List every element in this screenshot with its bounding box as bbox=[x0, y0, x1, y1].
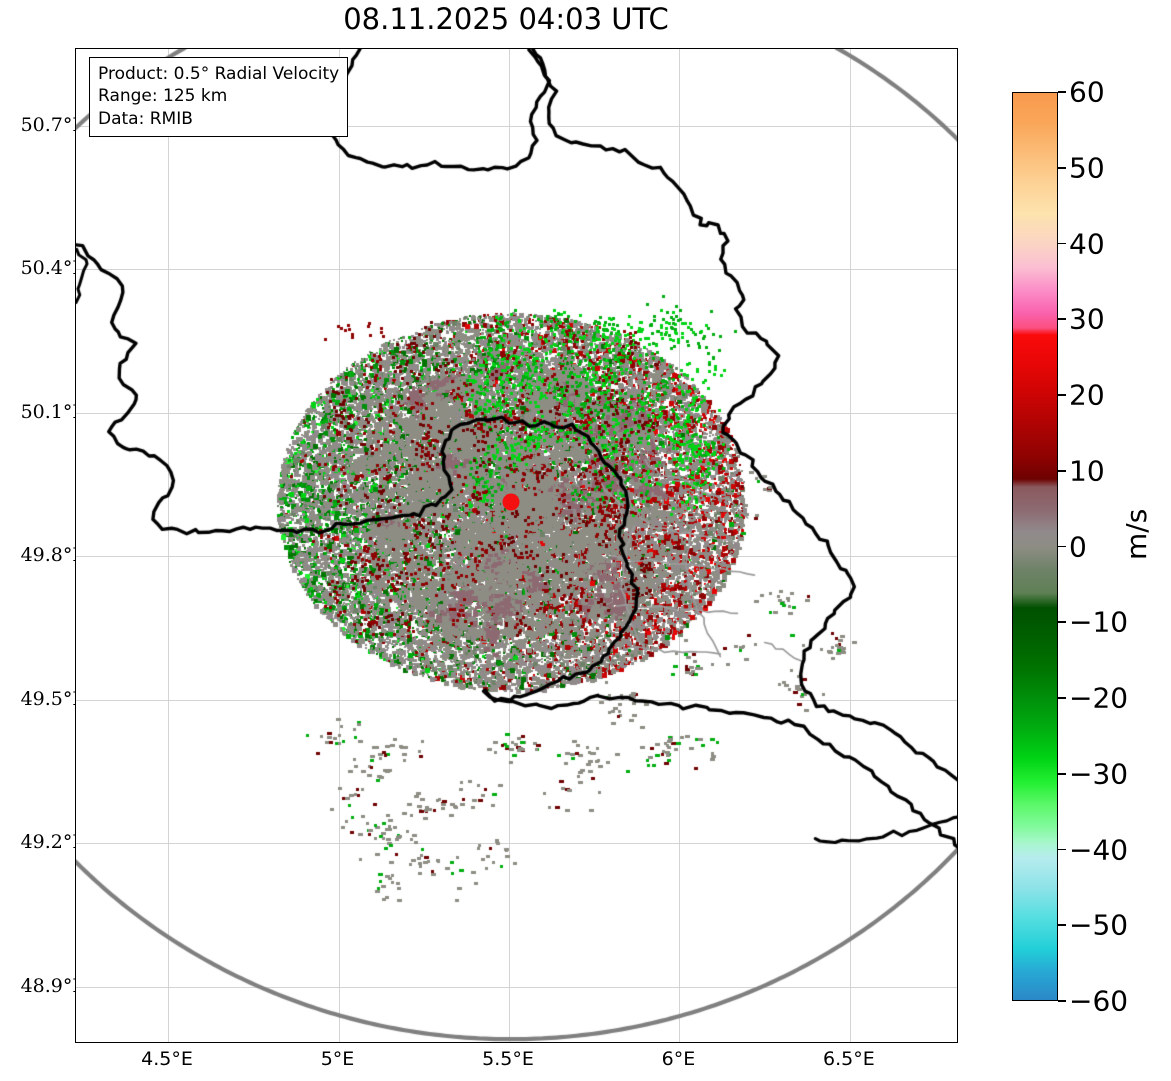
colorbar-segment bbox=[1013, 123, 1057, 154]
colorbar-tick bbox=[1058, 545, 1066, 548]
colorbar-tick-label: −40 bbox=[1069, 833, 1129, 866]
colorbar-tick bbox=[1058, 772, 1066, 775]
colorbar-segment bbox=[1013, 638, 1057, 669]
colorbar-segment bbox=[1013, 532, 1057, 548]
colorbar-segment bbox=[1013, 93, 1057, 124]
latitude-tick-label: 49.8°N bbox=[20, 544, 89, 567]
colorbar-tick-label: −50 bbox=[1069, 908, 1129, 942]
colorbar-segment bbox=[1013, 607, 1057, 639]
colorbar-segment bbox=[1013, 570, 1057, 593]
colorbar-segment bbox=[1013, 842, 1057, 858]
longitude-tick-label: 5.5°E bbox=[482, 1048, 534, 1070]
colorbar-tick bbox=[1058, 91, 1066, 93]
info-product: Product: 0.5° Radial Velocity bbox=[98, 64, 340, 84]
colorbar-tick-label: −60 bbox=[1069, 984, 1129, 1018]
colorbar-segment bbox=[1013, 365, 1057, 396]
colorbar-tick-label: −30 bbox=[1069, 757, 1129, 791]
colorbar-tick bbox=[1058, 469, 1066, 472]
colorbar-segment bbox=[1013, 426, 1057, 457]
longitude-tick-label: 6°E bbox=[661, 1048, 696, 1070]
latitude-tick-label: 49.2°N bbox=[20, 831, 89, 854]
colorbar-segment bbox=[1013, 214, 1057, 245]
colorbar-segment bbox=[1013, 183, 1057, 215]
colorbar-segment bbox=[1013, 857, 1057, 889]
colorbar-segment bbox=[1013, 971, 1057, 1000]
colorbar-tick bbox=[1058, 621, 1066, 624]
colorbar-tick-label: 0 bbox=[1069, 530, 1087, 563]
colorbar-tick-label: −10 bbox=[1069, 605, 1129, 639]
colorbar-segment bbox=[1013, 592, 1057, 608]
colorbar-segment bbox=[1013, 289, 1057, 313]
colorbar-segment bbox=[1013, 729, 1057, 760]
colorbar-segment bbox=[1013, 395, 1057, 427]
colorbar bbox=[1012, 92, 1058, 1001]
colorbar-segment bbox=[1013, 335, 1057, 366]
colorbar-segment bbox=[1013, 918, 1057, 949]
info-data: Data: RMIB bbox=[98, 108, 193, 129]
page-title: 08.11.2025 04:03 UTC bbox=[343, 2, 669, 36]
colorbar-segment bbox=[1013, 267, 1057, 290]
colorbar-tick-label: 30 bbox=[1069, 302, 1105, 336]
colorbar-tick bbox=[1058, 394, 1066, 396]
latitude-tick-label: 50.7°N bbox=[20, 113, 89, 136]
colorbar-unit-label: m/s bbox=[1120, 508, 1153, 560]
colorbar-segment bbox=[1013, 327, 1057, 336]
radar-echo-layer bbox=[76, 49, 957, 1042]
product-info-box: Product: 0.5° Radial Velocity Range: 125… bbox=[89, 57, 349, 138]
colorbar-segment bbox=[1013, 888, 1057, 919]
colorbar-tick bbox=[1058, 1000, 1066, 1002]
latitude-tick-label: 50.4°N bbox=[20, 257, 89, 280]
colorbar-segment bbox=[1013, 509, 1057, 533]
colorbar-segment bbox=[1013, 479, 1057, 487]
radar-map-plot[interactable]: Product: 0.5° Radial Velocity Range: 125… bbox=[75, 48, 958, 1043]
longitude-tick-label: 5°E bbox=[320, 1048, 355, 1070]
info-range: Range: 125 km bbox=[98, 86, 228, 107]
colorbar-segment bbox=[1013, 698, 1057, 730]
colorbar-segment bbox=[1013, 782, 1057, 805]
colorbar-segment bbox=[1013, 547, 1057, 571]
colorbar-segment bbox=[1013, 948, 1057, 972]
colorbar-tick bbox=[1058, 318, 1066, 321]
colorbar-tick-label: 40 bbox=[1069, 227, 1105, 260]
colorbar-tick-label: 20 bbox=[1069, 378, 1105, 412]
colorbar-tick-label: 10 bbox=[1069, 454, 1105, 488]
colorbar-segment bbox=[1013, 312, 1057, 328]
radar-site-marker bbox=[502, 493, 520, 511]
colorbar-segment bbox=[1013, 244, 1057, 268]
colorbar-tick bbox=[1058, 924, 1066, 927]
longitude-tick-label: 6.5°E bbox=[823, 1048, 875, 1070]
colorbar-tick-label: 50 bbox=[1069, 151, 1105, 185]
colorbar-tick bbox=[1058, 697, 1066, 699]
colorbar-segment bbox=[1013, 668, 1057, 699]
latitude-tick-label: 48.9°N bbox=[20, 974, 89, 997]
colorbar-segment bbox=[1013, 486, 1057, 510]
colorbar-segment bbox=[1013, 153, 1057, 184]
colorbar-segment bbox=[1013, 759, 1057, 783]
latitude-tick-label: 49.5°N bbox=[20, 687, 89, 710]
colorbar-segment bbox=[1013, 804, 1057, 828]
colorbar-tick bbox=[1058, 848, 1066, 851]
colorbar-tick-label: −20 bbox=[1069, 681, 1129, 715]
colorbar-tick bbox=[1058, 242, 1066, 245]
colorbar-segment bbox=[1013, 456, 1057, 480]
colorbar-tick-label: 60 bbox=[1069, 75, 1105, 109]
colorbar-segment bbox=[1013, 827, 1057, 843]
colorbar-tick bbox=[1058, 166, 1066, 169]
latitude-tick-label: 50.1°N bbox=[20, 400, 89, 423]
longitude-tick-label: 4.5°E bbox=[141, 1048, 193, 1070]
